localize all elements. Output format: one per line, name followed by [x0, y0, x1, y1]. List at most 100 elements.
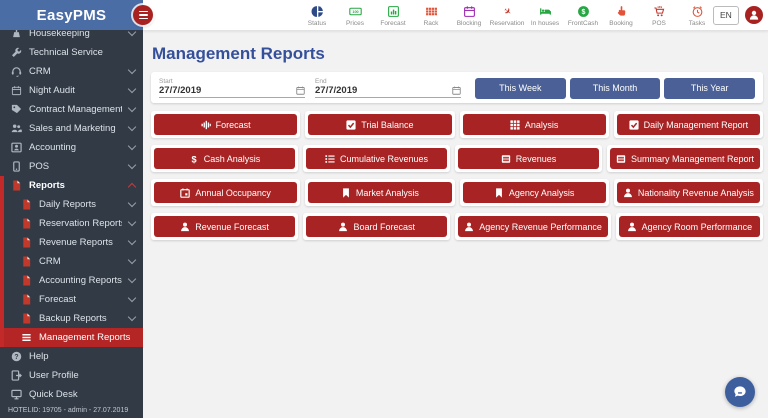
report-button-market-analysis[interactable]: Market Analysis: [308, 182, 452, 203]
quick-button-this-week[interactable]: This Week: [475, 77, 566, 99]
quick-button-this-month[interactable]: This Month: [569, 77, 661, 99]
profile-icon: [11, 370, 22, 381]
topbar-item-label: Forecast: [380, 19, 406, 27]
sidebar-item-technical-service[interactable]: Technical Service: [0, 43, 143, 62]
report-button-revenue-forecast[interactable]: Revenue Forecast: [154, 216, 296, 237]
file-icon: [21, 218, 32, 229]
sidebar-item-management-reports[interactable]: Management Reports: [4, 328, 143, 347]
sidebar-item-user-profile[interactable]: User Profile: [0, 366, 143, 385]
topbar-item-reservation[interactable]: ✈ Reservation: [490, 3, 525, 26]
sidebar-item-forecast[interactable]: Forecast: [4, 290, 143, 309]
report-button-trial-balance[interactable]: Trial Balance: [308, 114, 452, 135]
report-button-cumulative-revenues[interactable]: Cumulative Revenues: [305, 148, 447, 169]
sidebar-item-reservation-reports[interactable]: Reservation Reports: [4, 214, 143, 233]
start-date-value[interactable]: 27/7/2019: [159, 85, 202, 97]
topbar-item-label: POS: [652, 19, 666, 27]
bed-icon: [539, 5, 552, 18]
chevron-down-icon: [127, 255, 137, 265]
report-button-board-forecast[interactable]: Board Forecast: [306, 216, 448, 237]
checkbox-icon: [346, 119, 356, 130]
sidebar: Housekeeping Technical Service CRM Night Au…: [0, 0, 153, 418]
report-button-agency-revenue-performance[interactable]: Agency Revenue Performance: [458, 216, 608, 237]
sidebar-item-label: Technical Service: [29, 47, 103, 58]
page-title: Management Reports: [152, 44, 325, 63]
report-row: Revenue Forecast Board Forecast Agency Rev…: [151, 213, 763, 240]
sidebar-item-label: CRM: [29, 66, 51, 77]
end-date-value[interactable]: 27/7/2019: [315, 85, 358, 97]
sidebar-item-help[interactable]: ? Help: [0, 347, 143, 366]
sidebar-item-accounting[interactable]: Accounting: [0, 138, 143, 157]
start-date-label: Start: [159, 77, 173, 85]
report-button-revenues[interactable]: Revenues: [457, 148, 599, 169]
report-button-label: Summary Management Report: [630, 153, 755, 164]
topbar-item-rack[interactable]: Rack: [415, 3, 447, 27]
sidebar-item-sales-and-marketing[interactable]: Sales and Marketing: [0, 119, 143, 138]
report-button-nationality-revenue-analysis[interactable]: Nationality Revenue Analysis: [616, 182, 760, 203]
sidebar-item-crm[interactable]: CRM: [4, 252, 143, 271]
person-icon: [623, 188, 633, 198]
report-button-label: Cash Analysis: [203, 153, 261, 164]
end-date-field[interactable]: End 27/7/2019: [315, 78, 461, 99]
quick-button-this-year[interactable]: This Year: [664, 77, 756, 99]
report-button-agency-analysis[interactable]: Agency Analysis: [462, 182, 606, 203]
checkbox-icon: [629, 119, 639, 130]
topbar-item-in-houses[interactable]: In houses: [529, 3, 561, 27]
report-button-analysis[interactable]: Analysis: [462, 114, 606, 135]
report-buttons-grid: Forecast Trial Balance Analysis Daily Manag…: [151, 111, 764, 240]
bookmark-icon: [341, 187, 351, 198]
topbar-item-pos[interactable]: POS: [643, 3, 675, 27]
topbar-item-blocking[interactable]: Blocking: [453, 3, 485, 27]
topbar-item-tasks[interactable]: Tasks: [681, 3, 713, 27]
wrench-icon: [11, 47, 22, 58]
report-card-cash-analysis: $ Cash Analysis: [151, 145, 298, 172]
sidebar-item-contract-management[interactable]: Contract Management: [0, 100, 143, 119]
topbar-item-frontcash[interactable]: $ FrontCash: [567, 3, 599, 27]
chevron-down-icon: [127, 217, 137, 227]
sidebar-item-pos[interactable]: POS: [0, 157, 143, 176]
file-icon: [21, 256, 32, 267]
chevron-up-icon: [127, 182, 137, 192]
help-icon: ?: [11, 351, 22, 362]
sidebar-item-night-audit[interactable]: Night Audit: [0, 81, 143, 100]
report-card-board-forecast: Board Forecast: [303, 213, 451, 240]
sidebar-item-backup-reports[interactable]: Backup Reports: [4, 309, 143, 328]
calendar-icon: [463, 5, 476, 18]
report-button-daily-management-report[interactable]: Daily Management Report: [616, 114, 760, 135]
report-button-cash-analysis[interactable]: $ Cash Analysis: [154, 148, 295, 169]
report-button-annual-occupancy[interactable]: Annual Occupancy: [154, 182, 298, 203]
calendar-small-icon: [180, 188, 191, 198]
report-button-label: Forecast: [215, 119, 251, 130]
sidebar-item-label: Revenue Reports: [39, 237, 113, 248]
topbar-item-prices[interactable]: 100 Prices: [339, 3, 371, 27]
sidebar-item-revenue-reports[interactable]: Revenue Reports: [4, 233, 143, 252]
calendar-icon[interactable]: [452, 86, 461, 96]
start-date-field[interactable]: Start 27/7/2019: [159, 78, 305, 99]
topbar-item-booking[interactable]: Booking: [605, 3, 637, 27]
topbar: Status 100 Prices Forecast Rack Blocking ✈ Rese…: [143, 0, 768, 31]
user-avatar[interactable]: [744, 6, 763, 24]
sidebar-item-label: Backup Reports: [39, 313, 107, 324]
report-card-forecast: Forecast: [151, 111, 301, 138]
report-button-agency-room-performance[interactable]: Agency Room Performance: [618, 216, 760, 237]
sidebar-item-crm[interactable]: CRM: [0, 62, 143, 81]
chat-widget-button[interactable]: [725, 377, 755, 407]
report-card-revenues: Revenues: [454, 145, 602, 172]
sidebar-item-label: CRM: [39, 256, 61, 267]
menu-icon: [21, 332, 32, 343]
sidebar-item-accounting-reports[interactable]: Accounting Reports: [4, 271, 143, 290]
calendar-icon[interactable]: [296, 86, 305, 96]
topbar-item-status[interactable]: Status: [301, 3, 333, 27]
sidebar-item-quick-desk[interactable]: Quick Desk: [0, 385, 143, 404]
sidebar-item-reports[interactable]: Reports: [4, 176, 143, 195]
sidebar-item-daily-reports[interactable]: Daily Reports: [4, 195, 143, 214]
report-button-forecast[interactable]: Forecast: [154, 114, 298, 135]
language-button[interactable]: EN: [713, 5, 739, 25]
svg-text:$: $: [581, 9, 585, 16]
svg-text:100: 100: [352, 10, 358, 14]
sidebar-item-label: Contract Management: [29, 104, 122, 115]
alarm-icon: [691, 5, 704, 18]
menu-toggle-button[interactable]: [133, 5, 153, 25]
report-button-summary-management-report[interactable]: Summary Management Report: [609, 148, 761, 169]
topbar-item-forecast[interactable]: Forecast: [377, 3, 409, 27]
sidebar-item-label: Management Reports: [39, 332, 131, 343]
